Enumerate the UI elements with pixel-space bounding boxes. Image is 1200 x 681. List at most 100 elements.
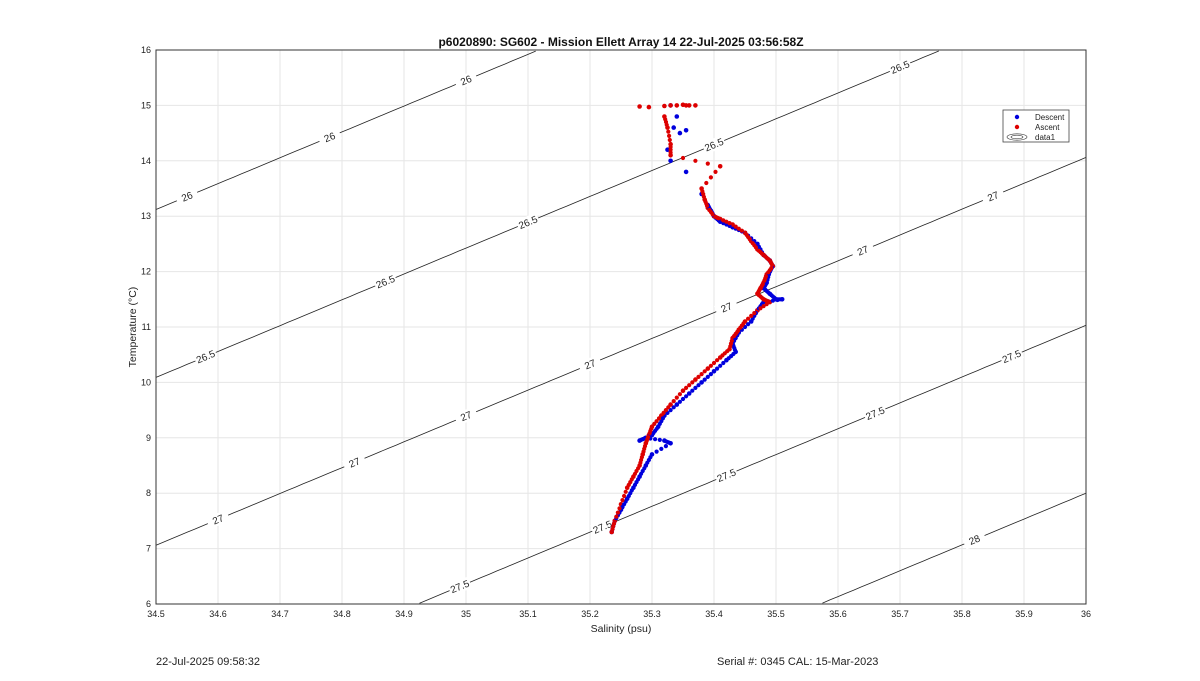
ascent-point (687, 383, 692, 388)
descent-point (726, 356, 731, 361)
y-tick-label: 8 (146, 488, 151, 498)
axes-box (155, 49, 1087, 605)
legend-label-descent: Descent (1035, 113, 1065, 122)
contour-label-bg (713, 297, 739, 318)
contour-label: 26 (323, 131, 338, 146)
ascent-point (667, 133, 672, 138)
ascent-point (746, 316, 751, 321)
ascent-point (720, 353, 725, 358)
descent-point (696, 383, 701, 388)
x-tick-label: 35.4 (705, 609, 723, 619)
ascent-point (638, 460, 643, 465)
descent-point (683, 169, 689, 175)
ascent-point (664, 122, 669, 127)
footer-date: 22-Jul-2025 09:58:32 (156, 656, 260, 668)
x-tick-label: 35.7 (891, 609, 909, 619)
contour-label: 26 (180, 190, 195, 205)
descent-point (677, 130, 683, 136)
ascent-point (766, 257, 771, 262)
ascent-point (644, 439, 649, 444)
descent-point (677, 399, 683, 404)
ascent-point (728, 344, 733, 349)
contour-label: 27 (348, 456, 363, 471)
ascent-point (626, 482, 631, 487)
contour-label: 27 (986, 190, 1001, 205)
ascent-point (738, 325, 743, 330)
ascent-point (715, 358, 720, 363)
descent-point (653, 437, 658, 442)
x-tick-label: 35.5 (767, 609, 785, 619)
descent-point (663, 444, 669, 449)
legend-box (1002, 109, 1070, 143)
x-tick-label: 34.6 (209, 609, 227, 619)
ascent-point (668, 103, 673, 108)
contour-line-28 (822, 492, 1087, 604)
ascent-point (615, 510, 621, 515)
legend-marker-ascent (1014, 124, 1020, 130)
ascent-point (662, 103, 667, 109)
ascent-point (713, 169, 718, 174)
ascent-point (733, 224, 738, 229)
ascent-point (693, 103, 698, 108)
data-points (609, 102, 785, 535)
y-tick-label: 15 (141, 100, 151, 110)
contour-label-bg (453, 70, 479, 90)
ascent-point (686, 103, 692, 108)
ascent-point (637, 104, 642, 109)
contour-label-bg (372, 271, 398, 292)
contour-label-bg (317, 127, 343, 147)
contour-label-bg (701, 134, 727, 155)
contour-label: 27 (211, 513, 226, 528)
ascent-point (761, 304, 766, 309)
descent-point (665, 147, 670, 152)
descent-point (746, 322, 751, 327)
x-tick-label: 35 (461, 609, 471, 619)
contour-label-bg (713, 465, 739, 486)
ascent-point (610, 527, 615, 532)
contour-line-26 (155, 50, 536, 210)
ascent-point (701, 194, 707, 199)
legend-contour-icon (1006, 133, 1028, 141)
descent-point (639, 471, 644, 476)
descent-point (654, 449, 659, 454)
ascent-point (666, 129, 671, 134)
ascent-point (717, 164, 723, 169)
ascent-point (617, 506, 622, 511)
descent-point (721, 360, 726, 366)
ascent-point (766, 270, 771, 275)
descent-point (657, 437, 662, 442)
ascent-point (680, 388, 686, 394)
descent-point (693, 385, 698, 390)
descent-point (671, 405, 676, 410)
ascent-point (674, 395, 679, 400)
ascent-point (759, 251, 765, 256)
ascent-point (710, 212, 715, 217)
legend-marker-descent (1014, 114, 1020, 120)
contour-label-bg (515, 212, 541, 233)
descent-point (711, 369, 717, 374)
ascent-point (641, 449, 646, 454)
descent-point (686, 391, 692, 396)
descent-point (626, 493, 631, 499)
descent-point (718, 363, 723, 368)
descent-point (674, 114, 680, 119)
descent-point (659, 446, 664, 451)
descent-point (732, 347, 738, 352)
ascent-point (647, 430, 652, 436)
contour-label-bg (577, 354, 603, 375)
density-contours: 26262626.526.526.526.526.527272727272727… (155, 50, 1087, 604)
descent-point (699, 380, 704, 385)
ascent-point (732, 333, 737, 339)
x-tick-label: 36 (1081, 609, 1091, 619)
legend-label-ascent: Ascent (1035, 123, 1060, 132)
ascent-point (704, 203, 710, 208)
ascent-point (764, 302, 769, 307)
y-tick-label: 12 (141, 267, 151, 277)
ascent-point (661, 410, 666, 415)
descent-point (680, 396, 686, 402)
ascent-point (671, 399, 676, 404)
descent-point (683, 128, 689, 133)
ascent-point (699, 372, 704, 377)
